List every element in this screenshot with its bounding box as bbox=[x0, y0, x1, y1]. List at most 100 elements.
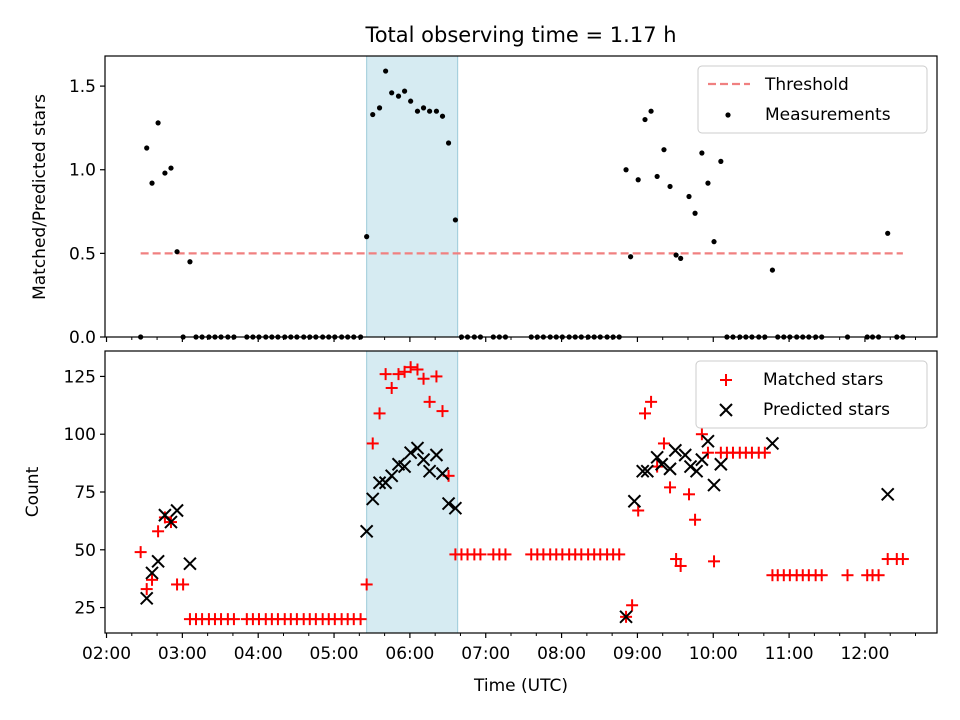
count-legend: Matched stars Predicted stars bbox=[695, 360, 928, 429]
predicted-point bbox=[683, 459, 698, 474]
count-legend-box bbox=[695, 360, 928, 429]
predicted-point bbox=[640, 464, 654, 478]
matched-point bbox=[708, 555, 721, 568]
measurement-point bbox=[885, 230, 891, 236]
predicted-point bbox=[678, 448, 692, 462]
predicted-point bbox=[636, 464, 650, 478]
measurement-point bbox=[389, 90, 395, 96]
xtick-label: 08:00 bbox=[537, 644, 586, 664]
measurement-point bbox=[155, 120, 161, 126]
measurement-point bbox=[452, 217, 458, 223]
measurement-point bbox=[162, 170, 168, 176]
count-ytick-label: 25 bbox=[74, 599, 96, 619]
predicted-point bbox=[435, 466, 450, 481]
measurement-point bbox=[648, 108, 654, 114]
measurement-point bbox=[705, 180, 711, 186]
predicted-point bbox=[403, 445, 418, 460]
chart-title: Total observing time = 1.17 h bbox=[364, 23, 676, 47]
matched-point bbox=[639, 407, 652, 420]
predicted-point bbox=[650, 450, 664, 465]
measurement-point bbox=[383, 68, 389, 74]
count-ytick-label: 100 bbox=[64, 425, 96, 445]
ratio-panel: 0.0 0.5 1.0 1.5 Matched/Predicted stars Thr… bbox=[30, 55, 938, 348]
matched-point bbox=[664, 481, 677, 494]
matched-point bbox=[474, 548, 487, 561]
matched-point bbox=[423, 395, 436, 408]
xtick-label: 10:00 bbox=[689, 644, 738, 664]
count-highlight-band bbox=[366, 350, 459, 634]
measurement-point bbox=[654, 173, 660, 180]
legend-predicted-swatch bbox=[719, 403, 733, 417]
measurement-point bbox=[168, 165, 174, 171]
predicted-point bbox=[695, 452, 709, 467]
matched-point bbox=[695, 428, 708, 441]
measurement-point bbox=[769, 267, 776, 273]
count-ytick-label: 50 bbox=[74, 541, 96, 561]
measurement-point bbox=[673, 252, 679, 258]
measurement-point bbox=[401, 88, 408, 94]
measurement-point bbox=[395, 93, 402, 99]
predicted-point bbox=[140, 591, 154, 606]
x-axis-label: Time (UTC) bbox=[473, 676, 568, 696]
count-ytick-label: 125 bbox=[64, 367, 96, 387]
ratio-highlight-band bbox=[366, 55, 459, 338]
legend-predicted-label: Predicted stars bbox=[763, 400, 890, 420]
matched-point bbox=[645, 395, 658, 408]
predicted-point bbox=[366, 492, 380, 506]
predicted-point bbox=[372, 476, 387, 490]
measurement-point bbox=[686, 193, 692, 200]
xtick-label: 07:00 bbox=[461, 644, 510, 664]
predicted-point bbox=[663, 462, 677, 476]
xtick-label: 05:00 bbox=[310, 644, 359, 664]
measurement-point bbox=[187, 259, 193, 265]
predicted-point bbox=[145, 566, 159, 580]
predicted-points bbox=[140, 434, 895, 624]
matched-point bbox=[385, 381, 398, 394]
ratio-yaxis: 0.0 0.5 1.0 1.5 bbox=[69, 77, 105, 348]
matched-point bbox=[657, 437, 670, 450]
matched-point bbox=[436, 405, 449, 418]
matched-point bbox=[689, 513, 702, 526]
measurement-point bbox=[642, 116, 648, 123]
measurement-point bbox=[364, 234, 370, 240]
legend-measurements-swatch bbox=[725, 112, 731, 118]
measurement-point bbox=[414, 108, 421, 114]
xtick-label: 04:00 bbox=[234, 644, 283, 664]
predicted-point bbox=[619, 610, 633, 624]
predicted-point bbox=[627, 494, 642, 508]
measurement-point bbox=[711, 239, 717, 245]
predicted-point bbox=[170, 503, 184, 518]
predicted-point bbox=[714, 457, 728, 471]
matched-point bbox=[366, 437, 379, 450]
measurement-point bbox=[445, 140, 452, 146]
predicted-point bbox=[429, 448, 444, 462]
matched-point bbox=[146, 573, 159, 586]
predicted-point bbox=[441, 496, 456, 511]
matched-point bbox=[373, 407, 386, 420]
matched-point bbox=[896, 553, 909, 566]
measurement-point bbox=[667, 183, 673, 190]
count-ylabel: Count bbox=[23, 466, 43, 517]
matched-point bbox=[613, 548, 626, 561]
matched-point bbox=[360, 578, 373, 591]
ratio-ytick-label: 0.5 bbox=[69, 244, 96, 264]
matched-points bbox=[134, 361, 909, 626]
count-xaxis: 02:00 03:00 04:00 05:00 06:00 07:00 08:00 09:00… bbox=[82, 633, 917, 664]
predicted-point bbox=[384, 469, 399, 483]
matched-point bbox=[674, 559, 687, 572]
measurement-point bbox=[370, 111, 376, 118]
matched-point bbox=[404, 361, 417, 374]
matched-point bbox=[632, 504, 645, 517]
measurement-point bbox=[149, 180, 155, 186]
predicted-point bbox=[422, 464, 437, 478]
predicted-point bbox=[707, 478, 721, 492]
xtick-label: 11:00 bbox=[765, 644, 814, 664]
measurement-point bbox=[439, 113, 446, 119]
ratio-ytick-label: 1.5 bbox=[69, 77, 96, 97]
predicted-point bbox=[654, 457, 669, 471]
xtick-label: 02:00 bbox=[82, 644, 131, 664]
predicted-point bbox=[448, 501, 463, 515]
measurement-point bbox=[699, 150, 705, 156]
predicted-point bbox=[397, 459, 412, 474]
